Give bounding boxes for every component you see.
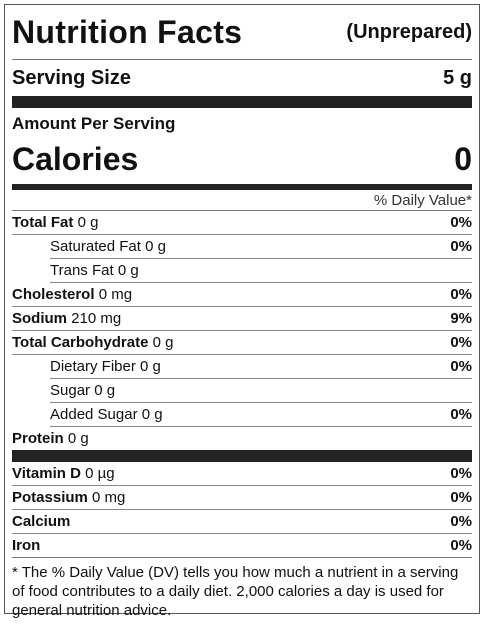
daily-value: 9% (450, 310, 472, 327)
nutrient: Potassium 0 mg (12, 489, 125, 506)
nutrient-amount: 210 mg (71, 310, 122, 327)
daily-value: 0% (450, 334, 472, 351)
daily-value-text: % Daily Value* (373, 191, 472, 209)
nutrient: Total Carbohydrate 0 g (12, 334, 173, 351)
serving-label: Serving Size (12, 66, 131, 89)
daily-value: 0% (450, 214, 472, 231)
nutrient: Saturated Fat 0 g (50, 238, 166, 255)
nutrient-name: Vitamin D (12, 465, 81, 482)
nutrient-name: Added Sugar (50, 406, 138, 423)
nutrient-row: Calcium 0% (12, 510, 472, 534)
nutrient-name: Sugar (50, 382, 91, 399)
nutrient-row: Protein 0 g (12, 427, 472, 450)
nutrient-name: Potassium (12, 489, 88, 506)
nutrient-name: Total Carbohydrate (12, 334, 149, 351)
divider (12, 450, 472, 462)
nutrient-row: Vitamin D 0 µg 0% (12, 462, 472, 486)
calories: Calories 0 (12, 134, 472, 184)
nutrient-row: Added Sugar 0 g 0% (50, 403, 472, 427)
nutrient-name: Total Fat (12, 214, 74, 231)
nutrient-amount: 0 g (145, 238, 166, 255)
nutrient-amount: 0 g (140, 358, 161, 375)
nutrient-name: Sodium (12, 310, 67, 327)
serving-value: 5 g (443, 66, 472, 89)
nutrient-amount: 0 mg (92, 489, 126, 506)
nutrient-name: Saturated Fat (50, 238, 141, 255)
daily-value: 0% (450, 465, 472, 482)
nutrient: Cholesterol 0 mg (12, 286, 132, 303)
nutrient: Sugar 0 g (50, 382, 115, 399)
nutrient: Calcium (12, 513, 70, 530)
vitamins: Vitamin D 0 µg 0% Potassium 0 mg 0% Calcium 0… (12, 462, 472, 557)
nutrient-amount: 0 g (67, 430, 89, 447)
daily-value: 0% (450, 513, 472, 530)
subtitle: (Unprepared) (346, 20, 472, 43)
daily-value: 0% (450, 238, 472, 255)
daily-value: 0% (450, 406, 472, 423)
daily-value: 0% (450, 537, 472, 554)
amount-per-serving-text: Amount Per Serving (12, 114, 176, 133)
daily-value: 0% (450, 358, 472, 375)
nutrient-name: Trans Fat (50, 262, 114, 279)
nutrients: Total Fat 0 g 0% Saturated Fat 0 g 0% Trans … (12, 211, 472, 450)
nutrient-row: Potassium 0 mg 0% (12, 486, 472, 510)
nutrient: Sodium 210 mg (12, 310, 121, 327)
divider (12, 96, 472, 108)
serving: Serving Size 5 g (12, 60, 472, 96)
nutrient-amount: 0 g (141, 406, 163, 423)
calories-label: Calories (12, 140, 139, 177)
nutrient-amount: 0 g (117, 262, 139, 279)
nutrient-row: Saturated Fat 0 g 0% (50, 235, 472, 259)
nutrient-row: Total Carbohydrate 0 g 0% (12, 331, 472, 355)
nutrient: Dietary Fiber 0 g (50, 358, 161, 375)
daily-value: 0% (450, 286, 472, 303)
header: Nutrition Facts (Unprepared) (12, 5, 472, 60)
nutrient-amount: 0 g (77, 214, 99, 231)
nutrient-amount: 0 µg (85, 465, 115, 482)
nutrient-name: Protein (12, 430, 64, 447)
nutrient-row: Sugar 0 g (50, 379, 472, 403)
nutrient: Vitamin D 0 µg (12, 465, 115, 482)
title: Nutrition Facts (12, 13, 243, 50)
nutrient-row: Trans Fat 0 g (50, 259, 472, 283)
divider (12, 184, 472, 190)
nutrient-row: Dietary Fiber 0 g 0% (50, 355, 472, 379)
nutrition-label: Nutrition Facts (Unprepared) Serving Siz… (4, 4, 480, 619)
nutrient-amount: 0 mg (98, 286, 133, 303)
footnote: * The % Daily Value (DV) tells you how m… (12, 557, 472, 620)
nutrient: Added Sugar 0 g (50, 406, 163, 423)
nutrient-row: Total Fat 0 g 0% (12, 211, 472, 235)
nutrient: Total Fat 0 g (12, 214, 98, 231)
calories-value: 0 (454, 140, 472, 177)
nutrient: Trans Fat 0 g (50, 262, 139, 279)
nutrient-row: Cholesterol 0 mg 0% (12, 283, 472, 307)
daily-value-header: % Daily Value* (12, 190, 472, 211)
nutrient-name: Iron (12, 537, 41, 554)
amount-per-serving: Amount Per Serving (12, 108, 472, 134)
nutrient-name: Dietary Fiber (50, 358, 136, 375)
nutrient-name: Calcium (12, 513, 71, 530)
nutrient-amount: 0 g (152, 334, 174, 351)
nutrient: Iron (12, 537, 40, 554)
nutrient-name: Cholesterol (12, 286, 95, 303)
nutrient-row: Iron 0% (12, 534, 472, 557)
nutrient-amount: 0 g (94, 382, 116, 399)
nutrient: Protein 0 g (12, 430, 89, 447)
daily-value: 0% (450, 489, 472, 506)
nutrient-row: Sodium 210 mg 9% (12, 307, 472, 331)
